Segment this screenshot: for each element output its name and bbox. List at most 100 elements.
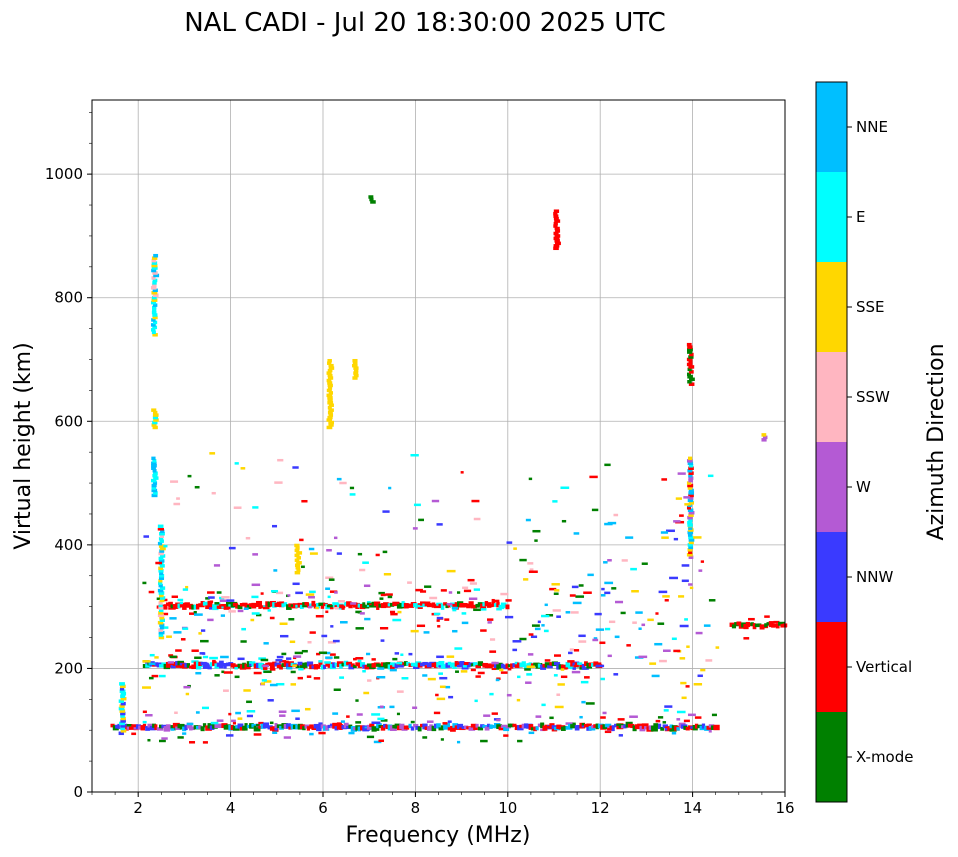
echo-mark	[163, 598, 168, 602]
echo-mark	[151, 263, 158, 268]
echo-mark	[159, 534, 164, 538]
echo-mark	[316, 664, 320, 669]
echo-mark	[595, 723, 599, 730]
echo-mark	[579, 665, 583, 669]
echo-mark	[276, 601, 281, 607]
echo-mark	[163, 544, 168, 548]
echo-mark	[581, 663, 586, 668]
echo-mark	[382, 550, 388, 554]
echo-mark	[498, 726, 505, 731]
echo-mark	[379, 705, 384, 709]
echo-mark	[376, 604, 380, 610]
echo-mark	[631, 590, 639, 593]
echo-mark	[267, 662, 273, 666]
echo-mark	[167, 661, 174, 664]
echo-mark	[408, 663, 413, 668]
echo-mark	[120, 696, 127, 701]
echo-mark	[182, 588, 189, 591]
echo-mark	[373, 740, 382, 744]
echo-mark	[475, 723, 479, 728]
echo-mark	[689, 496, 694, 500]
echo-mark	[212, 661, 217, 666]
echo-mark	[332, 639, 340, 643]
echo-mark	[306, 726, 311, 731]
echo-mark	[431, 499, 440, 503]
echo-mark	[339, 621, 348, 624]
echo-mark	[420, 590, 427, 593]
echo-mark	[445, 603, 449, 609]
echo-mark	[602, 711, 607, 715]
echo-mark	[477, 726, 484, 731]
echo-mark	[629, 715, 638, 718]
echo-mark	[495, 678, 500, 682]
echo-mark	[152, 468, 157, 473]
echo-mark	[549, 587, 557, 591]
echo-mark	[150, 286, 157, 290]
echo-mark	[757, 623, 762, 627]
echo-mark	[535, 726, 539, 731]
echo-mark	[296, 561, 302, 565]
echo-mark	[417, 604, 423, 608]
echo-mark	[158, 630, 165, 635]
echo-mark	[117, 723, 121, 729]
echo-mark	[340, 720, 345, 723]
echo-mark	[194, 613, 203, 616]
echo-mark	[761, 438, 767, 442]
echo-mark	[496, 607, 502, 611]
echo-mark	[512, 723, 517, 727]
echo-mark	[223, 689, 229, 692]
echo-mark	[154, 662, 159, 667]
echo-mark	[593, 724, 598, 728]
plot-frame	[91, 99, 786, 793]
echo-mark	[517, 739, 523, 743]
echo-mark	[261, 679, 267, 682]
echo-mark	[632, 621, 637, 624]
echo-mark	[679, 624, 689, 628]
echo-mark	[356, 713, 363, 716]
x-tick-label: 12	[591, 799, 610, 817]
echo-mark	[308, 605, 312, 609]
echo-mark	[269, 664, 275, 670]
echo-mark	[283, 602, 288, 607]
echo-mark	[604, 723, 612, 728]
echo-mark	[371, 601, 376, 607]
y-tick-label: 800	[54, 289, 83, 307]
echo-mark	[544, 659, 551, 662]
echo-mark	[182, 732, 187, 735]
echo-mark	[355, 657, 364, 660]
echo-mark	[279, 634, 289, 638]
echo-mark	[688, 491, 695, 495]
echo-mark	[688, 466, 694, 470]
echo-mark	[154, 656, 159, 659]
echo-mark	[234, 675, 240, 679]
echo-mark	[327, 641, 336, 644]
echo-mark	[679, 657, 686, 660]
echo-mark	[202, 741, 208, 744]
echo-mark	[213, 564, 221, 567]
echo-mark	[475, 603, 480, 608]
echo-mark	[240, 640, 247, 643]
echo-mark	[686, 362, 693, 367]
echo-mark	[435, 693, 439, 697]
echo-mark	[462, 665, 471, 668]
echo-mark	[209, 662, 214, 667]
echo-mark	[375, 553, 380, 557]
echo-mark	[545, 614, 554, 617]
echo-mark	[152, 313, 158, 317]
echo-mark	[147, 738, 151, 742]
echo-mark	[149, 725, 156, 731]
echo-mark	[156, 727, 164, 731]
echo-mark	[461, 612, 467, 615]
colorbar-segment	[816, 82, 847, 172]
echo-mark	[158, 603, 163, 608]
echo-mark	[525, 518, 531, 522]
echo-mark	[471, 499, 480, 503]
echo-mark	[334, 591, 338, 594]
echo-mark	[329, 590, 338, 593]
echo-mark	[323, 664, 327, 669]
echo-mark	[292, 664, 297, 667]
echo-mark	[565, 611, 571, 614]
echo-mark	[632, 725, 637, 732]
echo-mark	[625, 536, 634, 539]
echo-mark	[152, 293, 159, 297]
